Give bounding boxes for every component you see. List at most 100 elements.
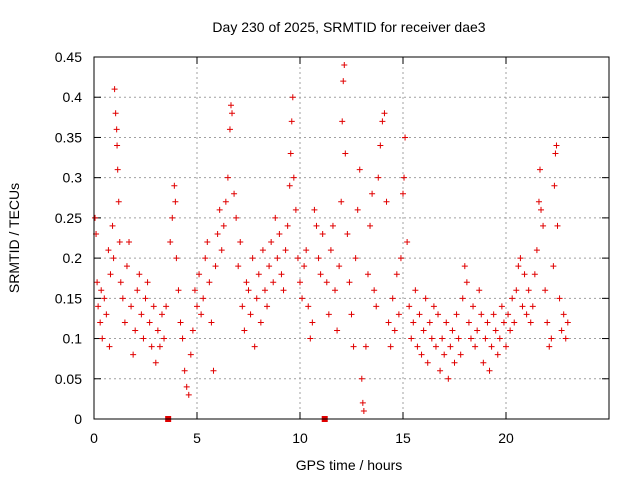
data-point [554,222,561,229]
data-point [505,311,512,318]
data-point [463,279,470,286]
data-point [237,239,244,246]
data-point [231,190,238,197]
data-point [119,295,126,302]
data-point [354,206,361,213]
data-point [373,303,380,310]
data-point [121,319,128,326]
data-point [540,222,547,229]
data-point [432,343,439,350]
data-point [360,407,367,414]
data-point [437,367,444,374]
data-point [229,110,236,117]
data-point [492,327,499,334]
data-point [325,311,332,318]
data-point [95,303,102,310]
data-point [428,335,435,342]
data-point [474,327,481,334]
data-point [422,295,429,302]
data-point [128,303,135,310]
data-point [369,190,376,197]
y-tick-label: 0.45 [55,49,82,65]
data-point [336,263,343,270]
data-point [92,214,99,221]
data-point [513,287,520,294]
x-tick-label: 20 [498,430,514,446]
data-point [451,359,458,366]
data-point [317,271,324,278]
data-point [290,174,297,181]
data-point [268,239,275,246]
data-point [189,327,196,334]
data-point [435,311,442,318]
data-point [383,198,390,205]
data-point [282,247,289,254]
data-point [247,311,254,318]
data-point [101,295,108,302]
data-point [544,319,551,326]
data-point [169,214,176,221]
data-point [356,166,363,173]
data-point [305,303,312,310]
data-point [494,351,501,358]
y-tick-label: 0.25 [55,210,82,226]
data-point [551,182,558,189]
data-point [222,198,229,205]
data-point [220,222,227,229]
data-point [447,343,454,350]
data-point [313,222,320,229]
data-point [114,142,121,149]
data-point [472,343,479,350]
data-point [212,263,219,270]
data-point [519,303,526,310]
data-point [264,303,271,310]
y-tick-label: 0.1 [63,331,83,347]
data-point [299,295,306,302]
data-point [97,319,104,326]
y-tick-label: 0 [74,411,82,427]
data-point [443,319,450,326]
data-point [381,110,388,117]
data-point [113,126,120,133]
data-point [172,198,179,205]
data-point [144,279,151,286]
data-point [379,118,386,125]
data-point [556,295,563,302]
data-point [156,343,163,350]
data-point [457,351,464,358]
data-point [538,206,545,213]
data-point [400,190,406,197]
data-point [496,335,503,342]
data-point [529,303,536,310]
data-point [550,263,557,270]
data-point [490,311,497,318]
y-tick-label: 0.4 [63,89,83,105]
data-point [420,327,427,334]
data-point [488,343,495,350]
data-point [362,343,369,350]
data-point [486,367,493,374]
data-point [255,271,262,278]
data-point [311,206,318,213]
data-point [276,230,283,237]
data-point [560,311,567,318]
data-point [531,271,538,278]
data-point [424,359,431,366]
data-point [253,295,260,302]
data-point [106,343,113,350]
data-point [233,214,240,221]
data-point [187,351,194,358]
data-point [484,319,491,326]
data-point [94,279,101,286]
data-point [146,319,153,326]
data-point [163,303,170,310]
data-point [284,222,291,229]
data-point [111,86,118,93]
data-point [445,375,452,382]
data-point [455,335,462,342]
data-point [430,303,437,310]
data-point [259,247,266,254]
y-tick-label: 0.2 [63,250,83,266]
data-point [307,335,314,342]
